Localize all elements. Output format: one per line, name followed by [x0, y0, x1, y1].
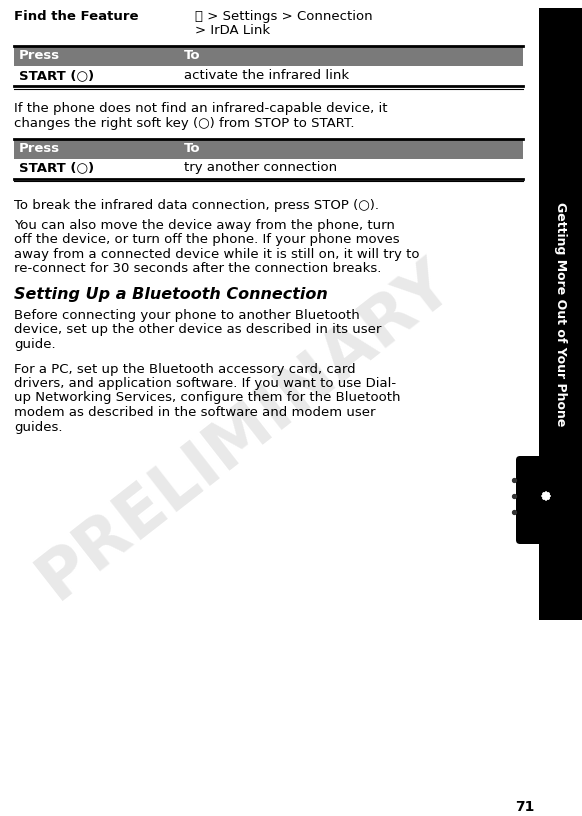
Text: Press: Press — [19, 141, 60, 154]
Text: 71: 71 — [516, 800, 535, 814]
Text: try another connection: try another connection — [184, 162, 337, 175]
Text: Before connecting your phone to another Bluetooth: Before connecting your phone to another … — [14, 309, 360, 322]
Text: PRELIMINARY: PRELIMINARY — [25, 248, 465, 612]
Bar — [14, 46, 523, 66]
Text: Setting Up a Bluetooth Connection: Setting Up a Bluetooth Connection — [14, 287, 328, 302]
Text: drivers, and application software. If you want to use Dial-: drivers, and application software. If yo… — [14, 377, 396, 390]
Text: away from a connected device while it is still on, it will try to: away from a connected device while it is… — [14, 248, 420, 261]
Text: off the device, or turn off the phone. If your phone moves: off the device, or turn off the phone. I… — [14, 233, 400, 246]
Text: START (○): START (○) — [19, 69, 94, 82]
Text: Press: Press — [19, 49, 60, 62]
Text: For a PC, set up the Bluetooth accessory card, card: For a PC, set up the Bluetooth accessory… — [14, 362, 356, 375]
Text: To: To — [184, 141, 201, 154]
Text: To break the infrared data connection, press STOP (○).: To break the infrared data connection, p… — [14, 198, 379, 211]
Text: device, set up the other device as described in its user: device, set up the other device as descr… — [14, 323, 381, 336]
Text: guides.: guides. — [14, 420, 62, 433]
Text: To: To — [184, 49, 201, 62]
Text: You can also move the device away from the phone, turn: You can also move the device away from t… — [14, 219, 395, 232]
Text: activate the infrared link: activate the infrared link — [184, 69, 349, 82]
FancyBboxPatch shape — [516, 456, 582, 544]
Text: > IrDA Link: > IrDA Link — [195, 24, 270, 37]
Bar — [14, 139, 523, 158]
Text: If the phone does not find an infrared-capable device, it: If the phone does not find an infrared-c… — [14, 102, 388, 115]
Text: START (○): START (○) — [19, 162, 94, 175]
Text: Find the Feature: Find the Feature — [14, 10, 139, 23]
Text: Getting More Out of Your Phone: Getting More Out of Your Phone — [554, 202, 567, 426]
Text: ⓘ > Settings > Connection: ⓘ > Settings > Connection — [195, 10, 372, 23]
Text: modem as described in the software and modem user: modem as described in the software and m… — [14, 406, 375, 419]
Text: changes the right soft key (○) from STOP to START.: changes the right soft key (○) from STOP… — [14, 117, 354, 130]
Text: up Networking Services, configure them for the Bluetooth: up Networking Services, configure them f… — [14, 392, 400, 405]
Bar — [539, 8, 582, 620]
Text: guide.: guide. — [14, 338, 56, 351]
Text: re-connect for 30 seconds after the connection breaks.: re-connect for 30 seconds after the conn… — [14, 263, 381, 276]
